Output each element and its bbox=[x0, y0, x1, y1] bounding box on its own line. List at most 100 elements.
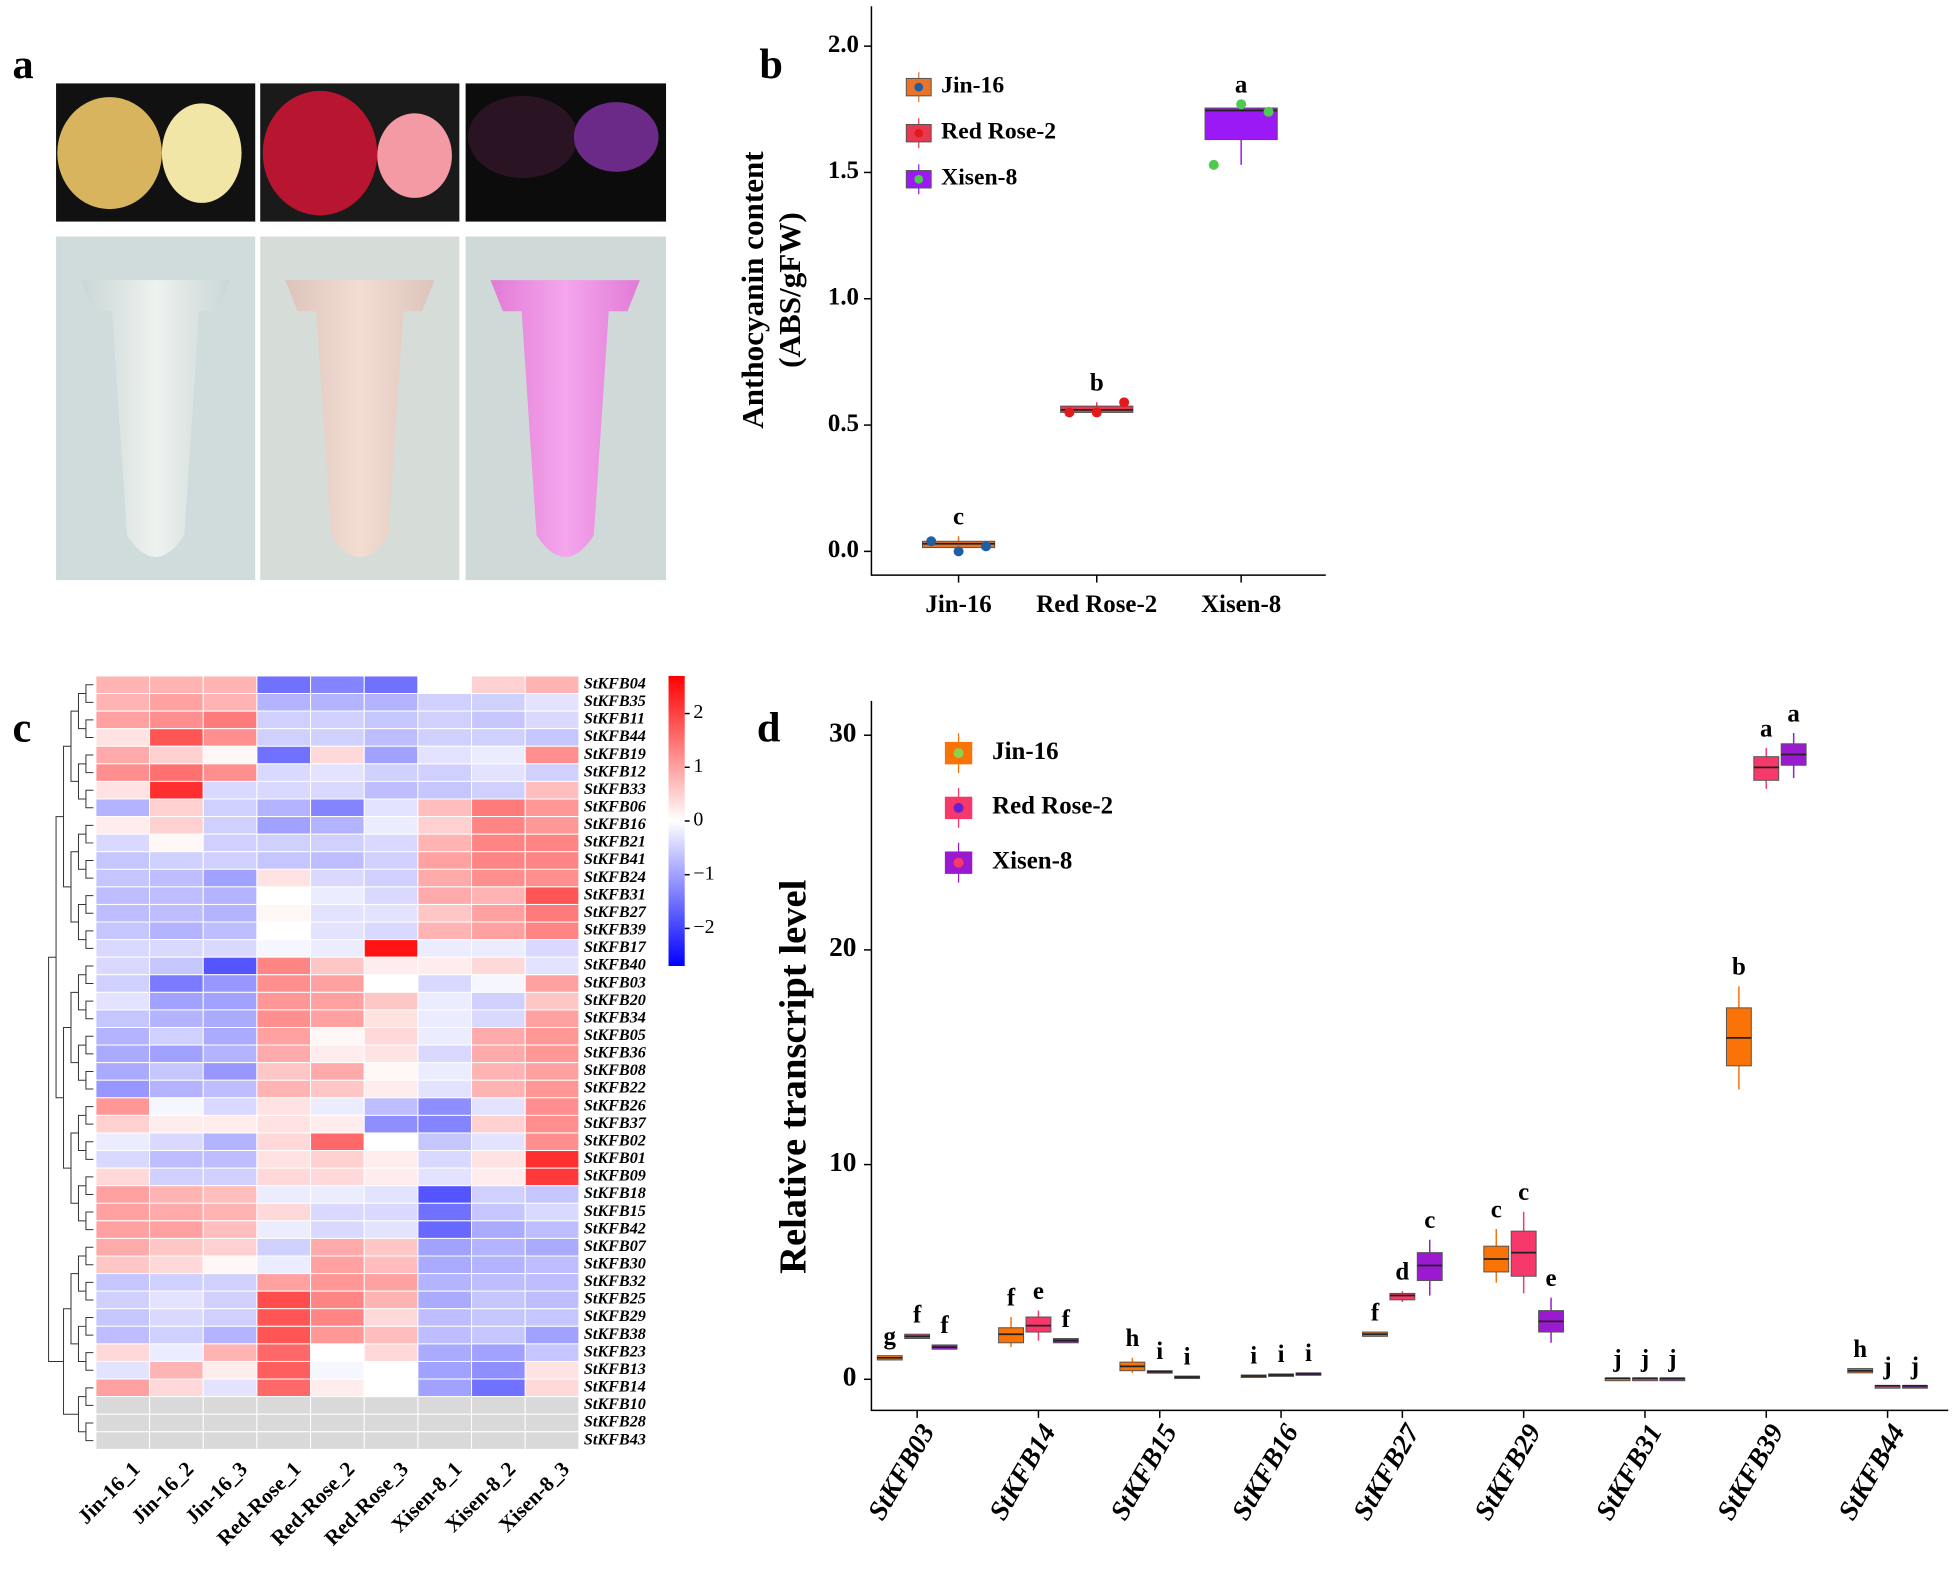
dendrogram-branch bbox=[85, 1422, 94, 1442]
heatmap-cell bbox=[202, 1009, 258, 1028]
heatmap-cell bbox=[524, 1097, 580, 1116]
heatmap-cell bbox=[417, 1413, 473, 1433]
heatmap-cell bbox=[95, 728, 151, 747]
heatmap-cell bbox=[256, 728, 312, 747]
heatmap-cell bbox=[256, 974, 312, 993]
heatmap-cell bbox=[310, 833, 365, 853]
colorbar bbox=[668, 675, 685, 967]
legend-label: Red Rose-2 bbox=[992, 793, 1113, 820]
heatmap-cell bbox=[524, 974, 580, 993]
heatmap-cell bbox=[256, 1290, 312, 1310]
box bbox=[1389, 1292, 1416, 1301]
heatmap-cell bbox=[149, 1237, 204, 1257]
heatmap-cell bbox=[149, 1413, 204, 1433]
heatmap-cell bbox=[310, 816, 365, 835]
heatmap-cell bbox=[417, 1150, 473, 1169]
significance-letter: f bbox=[1007, 1284, 1016, 1311]
y-tick-label: 10 bbox=[829, 1147, 856, 1177]
row-label: StKFB34 bbox=[584, 1009, 646, 1026]
heatmap-cell bbox=[310, 1308, 365, 1327]
heatmap-cell bbox=[256, 903, 312, 923]
axis bbox=[870, 700, 1949, 1412]
heatmap-cell bbox=[310, 1009, 365, 1028]
dendrogram-branch bbox=[85, 1246, 94, 1266]
heatmap-cell bbox=[524, 939, 580, 958]
heatmap-cell bbox=[417, 939, 473, 958]
heatmap-cell bbox=[524, 921, 580, 941]
heatmap-cell bbox=[310, 1290, 365, 1310]
colorbar-tick-label: 1 bbox=[693, 755, 703, 777]
dendrogram-branch bbox=[85, 930, 94, 949]
significance-letter: e bbox=[1546, 1265, 1557, 1292]
significance-letter: c bbox=[953, 504, 964, 531]
x-tick-label: StKFB03 bbox=[862, 1419, 940, 1525]
heatmap-cell bbox=[256, 1097, 312, 1116]
heatmap-cell bbox=[363, 728, 419, 747]
heatmap-cell bbox=[363, 1273, 419, 1292]
row-label: StKFB40 bbox=[584, 957, 646, 974]
heatmap-cell bbox=[310, 956, 365, 976]
heatmap-cell bbox=[95, 745, 151, 765]
heatmap-cell bbox=[95, 1255, 151, 1275]
y-tick-label: 0.5 bbox=[828, 410, 859, 437]
row-label: StKFB13 bbox=[584, 1361, 646, 1378]
heatmap-cell bbox=[202, 1027, 258, 1046]
heatmap-cell bbox=[417, 798, 473, 818]
heatmap-cell bbox=[310, 851, 365, 870]
dendrogram-branch bbox=[85, 860, 94, 879]
heatmap-cell bbox=[524, 1360, 580, 1380]
heatmap-cell bbox=[149, 1185, 204, 1204]
heatmap-cell bbox=[363, 710, 419, 730]
heatmap-cell bbox=[95, 1413, 151, 1433]
significance-letter: h bbox=[1853, 1336, 1867, 1363]
heatmap-cell bbox=[524, 1202, 580, 1222]
heatmap-cell bbox=[471, 693, 526, 712]
y-tick-label: 0 bbox=[843, 1362, 857, 1392]
heatmap-cell bbox=[149, 1378, 204, 1398]
heatmap-cell bbox=[524, 1431, 580, 1450]
heatmap-cell bbox=[95, 903, 151, 923]
row-label: StKFB03 bbox=[584, 974, 646, 991]
heatmap-cell bbox=[417, 816, 473, 835]
heatmap-cell bbox=[95, 1378, 151, 1398]
row-label: StKFB21 bbox=[584, 834, 646, 851]
heatmap-cell bbox=[95, 816, 151, 835]
heatmap-cell bbox=[417, 1273, 473, 1292]
heatmap-cell bbox=[417, 1290, 473, 1310]
heatmap-cell bbox=[95, 939, 151, 958]
heatmap-cell bbox=[524, 1378, 580, 1398]
y-tick-label: 1.5 bbox=[828, 157, 859, 184]
dendrogram-branch bbox=[77, 1255, 86, 1292]
heatmap-cell bbox=[471, 1396, 526, 1415]
heatmap-cell bbox=[202, 868, 258, 888]
heatmap-cell bbox=[524, 1220, 580, 1239]
heatmap-cell bbox=[95, 956, 151, 976]
heatmap-cell bbox=[524, 710, 580, 730]
row-label: StKFB29 bbox=[584, 1308, 646, 1325]
heatmap-cell bbox=[363, 798, 419, 818]
heatmap-cell bbox=[363, 1114, 419, 1134]
heatmap-cell bbox=[202, 1062, 258, 1081]
heatmap-cell bbox=[202, 1185, 258, 1204]
heatmap-cell bbox=[524, 1413, 580, 1433]
row-label: StKFB06 bbox=[584, 799, 647, 816]
heatmap-cell bbox=[417, 728, 473, 747]
heatmap-cell bbox=[524, 886, 580, 905]
heatmap-cell bbox=[202, 1290, 258, 1310]
axis bbox=[870, 6, 1326, 576]
heatmap-cell bbox=[202, 763, 258, 782]
dendrogram-branch bbox=[77, 974, 86, 1011]
heatmap-cell bbox=[95, 1360, 151, 1380]
heatmap-cell bbox=[149, 693, 204, 712]
heatmap-cell bbox=[524, 1009, 580, 1028]
heatmap-cell bbox=[149, 780, 204, 800]
heatmap-cell bbox=[417, 868, 473, 888]
heatmap-cell bbox=[417, 1114, 473, 1134]
dendrogram-branch bbox=[77, 833, 86, 870]
heatmap-cell bbox=[202, 1079, 258, 1099]
heatmap-cell bbox=[471, 939, 526, 958]
heatmap-cell bbox=[256, 1009, 312, 1028]
box bbox=[1416, 1252, 1443, 1282]
heatmap-cell bbox=[256, 780, 312, 800]
heatmap-cell bbox=[524, 868, 580, 888]
